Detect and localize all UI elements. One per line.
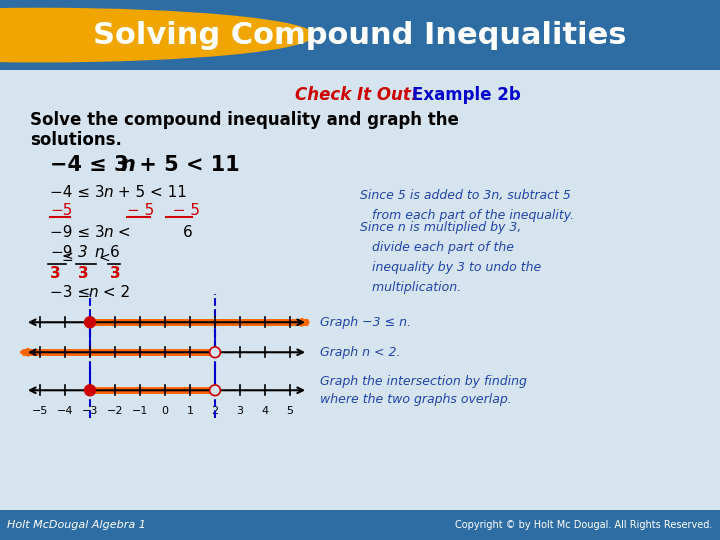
Text: n: n bbox=[88, 285, 98, 300]
Circle shape bbox=[0, 9, 313, 62]
Text: <: < bbox=[99, 250, 111, 264]
Text: 2: 2 bbox=[212, 406, 219, 416]
Text: < 2: < 2 bbox=[98, 285, 130, 300]
Text: 3: 3 bbox=[110, 266, 121, 281]
Text: Solving Compound Inequalities: Solving Compound Inequalities bbox=[94, 21, 626, 50]
Text: 1: 1 bbox=[186, 406, 194, 416]
Circle shape bbox=[211, 348, 219, 356]
Text: Since n is multiplied by 3,
   divide each part of the
   inequality by 3 to und: Since n is multiplied by 3, divide each … bbox=[360, 221, 541, 294]
Text: −2: −2 bbox=[107, 406, 123, 416]
Text: −3 ≤: −3 ≤ bbox=[50, 285, 95, 300]
Text: 5: 5 bbox=[287, 406, 294, 416]
Text: − 5: − 5 bbox=[163, 202, 200, 218]
Text: n: n bbox=[94, 245, 104, 260]
FancyBboxPatch shape bbox=[0, 510, 720, 540]
Text: −4: −4 bbox=[57, 406, 73, 416]
Text: ≤: ≤ bbox=[62, 250, 73, 264]
Text: Example 2b: Example 2b bbox=[412, 86, 521, 104]
Circle shape bbox=[84, 385, 96, 396]
Circle shape bbox=[210, 385, 220, 396]
Text: Solve the compound inequality and graph the: Solve the compound inequality and graph … bbox=[30, 111, 459, 129]
Text: 6: 6 bbox=[110, 245, 120, 260]
Text: solutions.: solutions. bbox=[30, 131, 122, 149]
Text: −3: −3 bbox=[82, 406, 98, 416]
Text: −5: −5 bbox=[32, 406, 48, 416]
Text: Graph the intersection by finding
where the two graphs overlap.: Graph the intersection by finding where … bbox=[320, 375, 527, 406]
Circle shape bbox=[84, 317, 96, 328]
Text: −5: −5 bbox=[50, 202, 73, 218]
Text: 0: 0 bbox=[161, 406, 168, 416]
Text: n: n bbox=[103, 225, 112, 240]
Text: + 5 < 11: + 5 < 11 bbox=[113, 185, 187, 200]
Text: 3: 3 bbox=[78, 266, 89, 281]
Text: Graph −3 ≤ n.: Graph −3 ≤ n. bbox=[320, 316, 411, 329]
Circle shape bbox=[211, 387, 219, 394]
Text: 3: 3 bbox=[50, 266, 60, 281]
Text: n: n bbox=[103, 185, 112, 200]
Circle shape bbox=[210, 347, 220, 358]
Text: Graph n < 2.: Graph n < 2. bbox=[320, 346, 400, 359]
Text: −4 ≤ 3: −4 ≤ 3 bbox=[50, 185, 104, 200]
Text: 3: 3 bbox=[78, 245, 88, 260]
Text: −1: −1 bbox=[132, 406, 148, 416]
Text: −4 ≤ 3: −4 ≤ 3 bbox=[50, 155, 128, 175]
Text: 6: 6 bbox=[183, 225, 193, 240]
Text: n: n bbox=[120, 155, 135, 175]
Text: 3: 3 bbox=[236, 406, 243, 416]
Text: 4: 4 bbox=[261, 406, 269, 416]
Text: Copyright © by Holt Mc Dougal. All Rights Reserved.: Copyright © by Holt Mc Dougal. All Right… bbox=[456, 520, 713, 530]
Text: Since 5 is added to 3n, subtract 5
   from each part of the inequality.: Since 5 is added to 3n, subtract 5 from … bbox=[360, 189, 574, 222]
Text: <: < bbox=[113, 225, 130, 240]
Text: Check It Out!: Check It Out! bbox=[295, 86, 418, 104]
Text: − 5: − 5 bbox=[127, 202, 154, 218]
Text: Holt McDougal Algebra 1: Holt McDougal Algebra 1 bbox=[7, 520, 146, 530]
FancyBboxPatch shape bbox=[0, 0, 720, 70]
Text: + 5 < 11: + 5 < 11 bbox=[132, 155, 240, 175]
Text: −9: −9 bbox=[50, 245, 73, 260]
Text: −9 ≤ 3: −9 ≤ 3 bbox=[50, 225, 104, 240]
